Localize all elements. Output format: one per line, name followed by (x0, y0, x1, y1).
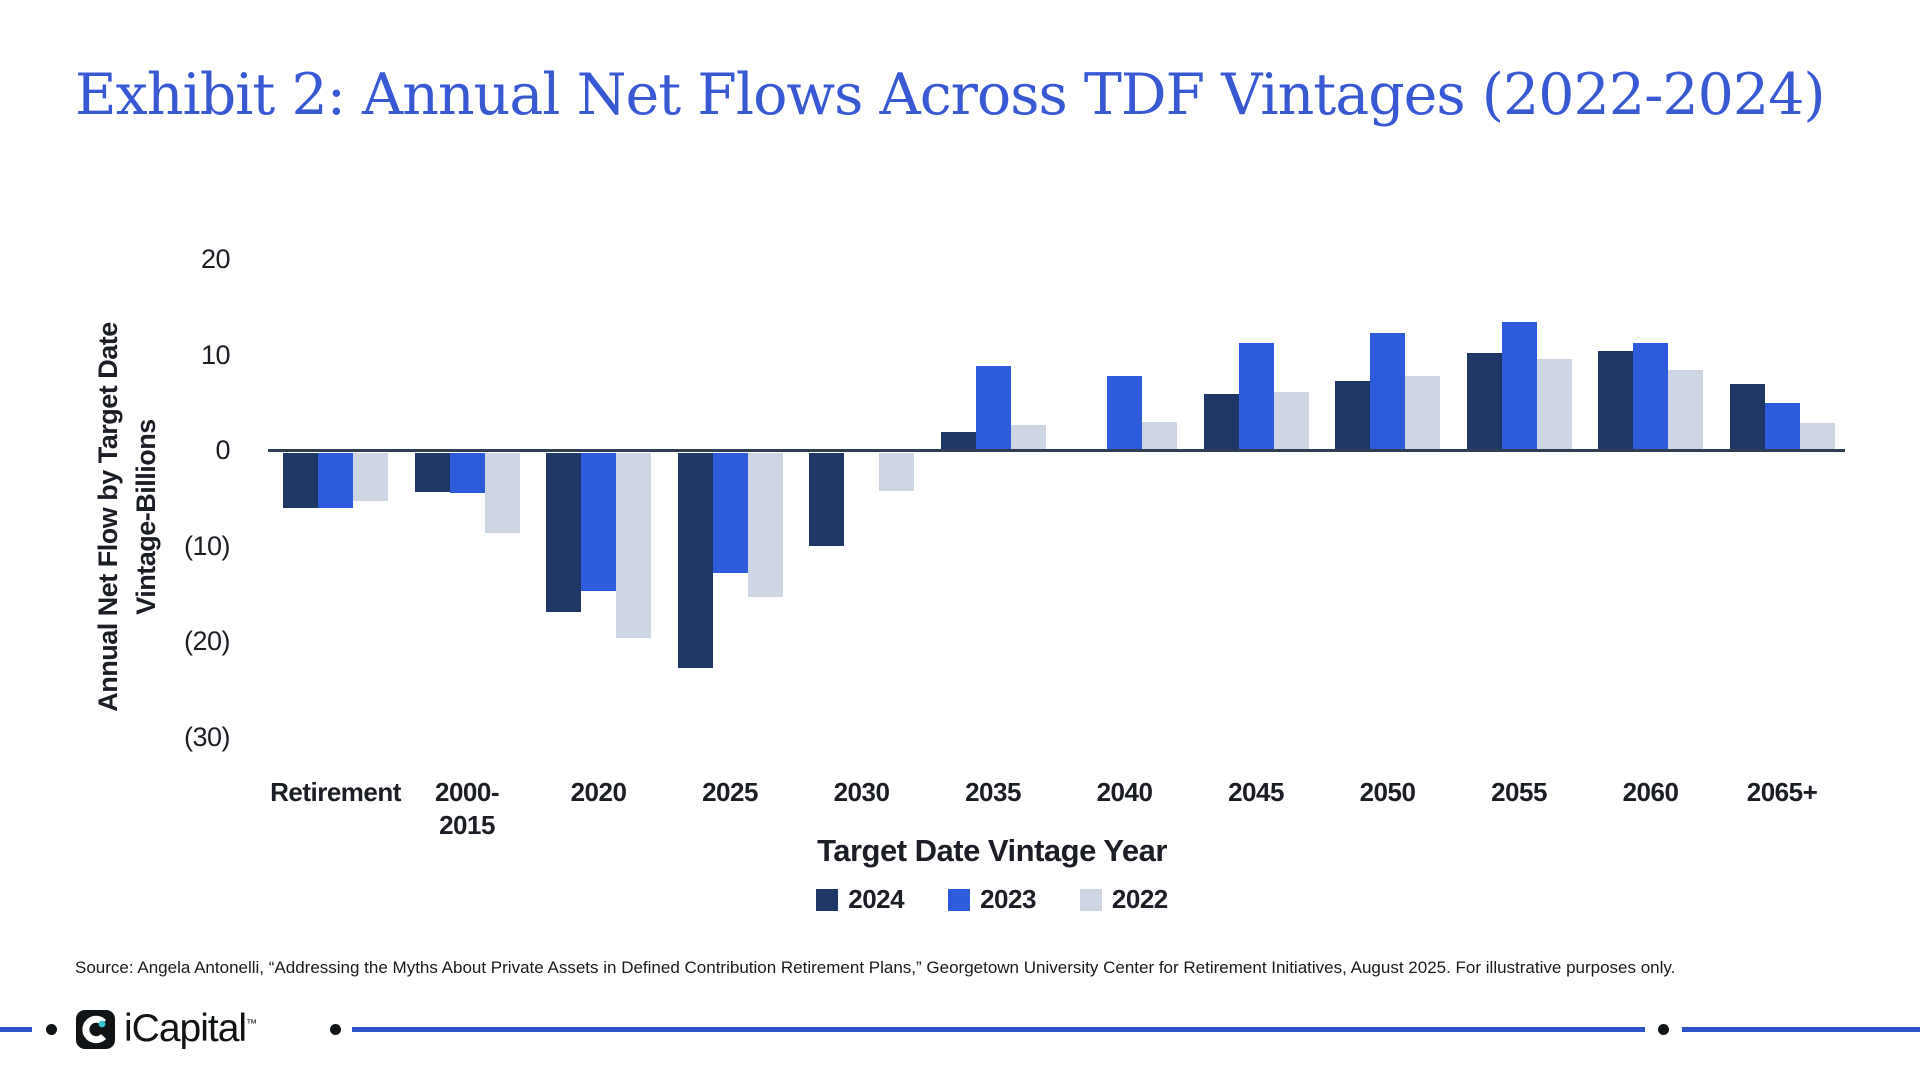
bar-2024-2000-2015 (414, 453, 450, 493)
x-tick-label-line: 2045 (1228, 777, 1284, 807)
bar-2023-2025 (712, 453, 748, 574)
bar-2022-2025 (747, 453, 783, 598)
legend-swatch-icon (1079, 888, 1102, 911)
x-tick-label-line: 2055 (1491, 777, 1547, 807)
bar-2023-2035 (975, 365, 1011, 450)
footer-dot-1 (46, 1024, 57, 1035)
x-tick-label-2065+: 2065+ (1697, 776, 1867, 809)
bar-2022-2035 (1010, 425, 1046, 450)
x-tick-label-line: Retirement (270, 777, 401, 807)
bar-2023-Retirement (318, 453, 353, 509)
x-tick-label-2025: 2025 (645, 776, 815, 809)
source-note: Source: Angela Antonelli, “Addressing th… (75, 958, 1676, 977)
legend-label: 2024 (848, 884, 905, 914)
x-tick-label-2045: 2045 (1171, 776, 1341, 809)
page-title: Exhibit 2: Annual Net Flows Across TDF V… (75, 62, 1826, 128)
bar-2022-2045 (1273, 391, 1309, 450)
x-tick-label-line: 2060 (1622, 777, 1679, 807)
bar-2024-2065+ (1729, 384, 1765, 450)
legend-swatch-icon (816, 888, 839, 911)
x-tick-label-line: 2050 (1359, 777, 1416, 807)
x-tick-label-line: 2040 (1096, 777, 1153, 807)
brand-text: iCapital (124, 1007, 247, 1050)
legend-item-2024: 2024 (816, 884, 905, 915)
brand-wordmark: iCapital™ (124, 1007, 257, 1051)
x-tick-label-2050: 2050 (1303, 776, 1473, 809)
y-tick-label: (30) (183, 721, 231, 752)
bar-2023-2040 (1107, 376, 1142, 450)
y-tick-label: (10) (183, 530, 231, 561)
x-axis-title: Target Date Vintage Year (817, 833, 1167, 868)
x-tick-label-2020: 2020 (514, 776, 684, 809)
bar-2023-2050 (1370, 332, 1405, 450)
bar-2023-2065+ (1764, 403, 1800, 450)
brand-trademark: ™ (246, 1018, 257, 1030)
bar-2024-2050 (1335, 381, 1370, 450)
footer-dot-3 (1658, 1024, 1669, 1035)
bar-2023-2000-2015 (449, 453, 485, 494)
x-tick-label-line: 2025 (702, 777, 758, 807)
bar-2022-2040 (1142, 422, 1177, 450)
bar-2023-2045 (1238, 343, 1274, 450)
bar-2022-2020 (616, 453, 651, 639)
bar-2024-2060 (1598, 350, 1633, 450)
bar-2022-2055 (1536, 359, 1572, 450)
y-tick-label: 10 (200, 339, 231, 370)
bar-2024-Retirement (283, 453, 318, 509)
x-tick-label-line: 2035 (965, 777, 1021, 807)
y-tick-label: 20 (200, 244, 231, 274)
x-tick-label-line: 2015 (439, 810, 495, 840)
x-tick-label-2055: 2055 (1434, 776, 1604, 809)
legend-swatch-icon (948, 888, 971, 911)
bar-2022-2030 (879, 453, 914, 492)
bar-2022-2060 (1668, 369, 1703, 450)
bar-2022-2065+ (1799, 423, 1835, 450)
bar-2024-2035 (940, 431, 976, 450)
x-tick-label-line: 2030 (833, 777, 890, 807)
legend-item-2023: 2023 (948, 884, 1036, 915)
bar-2023-2055 (1501, 322, 1537, 450)
bar-2024-2020 (546, 453, 581, 612)
footer-rule-main (352, 1027, 1645, 1032)
chart-legend: 2024 2023 2022 (592, 884, 1392, 915)
x-tick-label-2000-2015: 2000- 2015 (382, 776, 552, 842)
bar-2023-2060 (1633, 343, 1668, 450)
legend-label: 2022 (1111, 884, 1168, 914)
bar-2024-2055 (1466, 352, 1502, 450)
x-tick-label-Retirement: Retirement (251, 776, 421, 809)
x-tick-label-line: 2020 (570, 777, 627, 807)
bar-2024-2045 (1203, 393, 1239, 450)
y-tick-label: (20) (183, 626, 231, 656)
bar-2022-Retirement (353, 453, 388, 501)
bar-2024-2030 (809, 453, 844, 546)
footer-dot-2 (330, 1024, 341, 1035)
bar-2022-2050 (1405, 375, 1440, 450)
zero-axis-line (268, 449, 1845, 452)
x-tick-label-2035: 2035 (908, 776, 1078, 809)
footer-rule-right (1682, 1027, 1920, 1032)
icapital-logo-icon (76, 1010, 115, 1049)
bar-2023-2020 (581, 453, 616, 592)
legend-item-2022: 2022 (1079, 884, 1168, 915)
footer-rule-left-dash (0, 1027, 32, 1032)
bar-2024-2025 (677, 453, 713, 668)
x-tick-label-2030: 2030 (777, 776, 947, 809)
x-tick-label-line: 2000- (435, 777, 500, 807)
x-tick-label-2040: 2040 (1040, 776, 1210, 809)
x-tick-label-line: 2065+ (1746, 777, 1818, 807)
x-tick-label-2060: 2060 (1566, 776, 1736, 809)
bar-2022-2000-2015 (484, 453, 520, 534)
legend-label: 2023 (980, 884, 1036, 914)
y-tick-label: 0 (215, 435, 230, 465)
